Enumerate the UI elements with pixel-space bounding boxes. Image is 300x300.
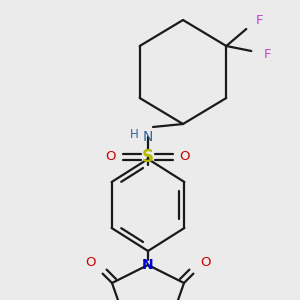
Text: O: O [180,151,190,164]
Text: O: O [200,256,211,269]
Text: H: H [130,128,138,142]
Text: O: O [106,151,116,164]
Text: F: F [264,47,271,61]
Text: N: N [142,258,154,272]
Text: S: S [142,148,154,166]
Text: O: O [85,256,96,269]
Text: N: N [143,130,153,144]
Text: F: F [256,14,263,28]
